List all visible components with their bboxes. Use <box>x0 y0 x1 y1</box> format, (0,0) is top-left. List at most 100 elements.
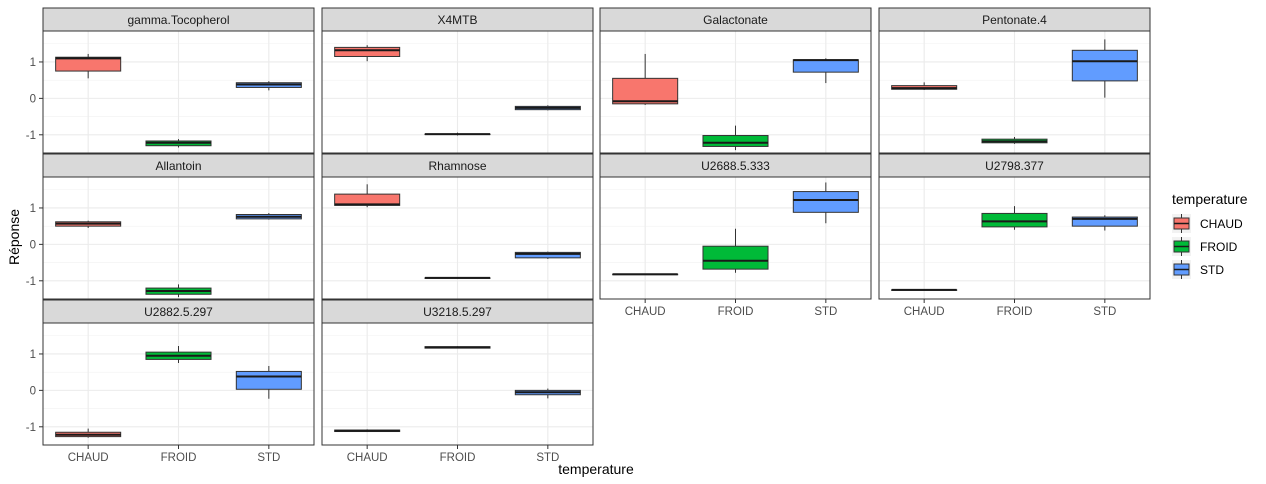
box-iqr <box>612 77 679 105</box>
box-pentonate-4-chaud <box>891 82 958 90</box>
panel-pentonate-4: Pentonate.4 <box>878 7 1151 154</box>
box-galactonate-froid <box>702 125 769 151</box>
box-u3218-5-297-froid <box>424 346 491 349</box>
x-tick-label-chaud: CHAUD <box>904 306 945 318</box>
strip-label-allantoin: Allantoin <box>155 159 201 173</box>
x-tick-label-chaud: CHAUD <box>625 306 666 318</box>
panel-u2688-5-333: U2688.5.333 <box>599 153 872 300</box>
legend: temperature CHAUD FROID STD <box>1172 191 1248 279</box>
x-tick-label-froid: FROID <box>718 306 754 318</box>
box-iqr <box>1071 49 1138 82</box>
legend-item-chaud: CHAUD <box>1172 214 1243 233</box>
box-u3218-5-297-chaud <box>334 429 401 433</box>
strip-label-u2882-5-297: U2882.5.297 <box>144 305 213 319</box>
box-iqr <box>981 212 1048 228</box>
panel-border-galactonate <box>599 30 872 154</box>
strip-label-gamma-tocopherol: gamma.Tocopherol <box>127 13 229 27</box>
box-rhamnose-std <box>514 251 581 259</box>
x-tick-label-std: STD <box>536 452 559 464</box>
box-gamma-tocopherol-froid <box>145 139 212 148</box>
panel-u2882-5-297: U2882.5.297 -1 0 1 <box>26 299 315 446</box>
box-galactonate-std <box>792 58 859 84</box>
box-allantoin-froid <box>145 284 212 298</box>
legend-label-froid: FROID <box>1200 240 1238 254</box>
x-tick-label-chaud: CHAUD <box>347 452 388 464</box>
y-tick-label: 0 <box>30 93 36 105</box>
strip-label-galactonate: Galactonate <box>703 13 768 27</box>
panel-border-gamma-tocopherol <box>42 30 315 154</box>
box-iqr <box>702 245 769 270</box>
panel-border-rhamnose <box>321 176 594 300</box>
box-rhamnose-froid <box>424 276 491 279</box>
x-tick-label-chaud: CHAUD <box>68 452 109 464</box>
strip-label-u2688-5-333: U2688.5.333 <box>701 159 770 173</box>
x-tick-labels: CHAUD FROID STD CHAUD FROID STD CHAUD FROID STD C… <box>68 299 1116 464</box>
y-tick-label: 1 <box>30 349 36 361</box>
x-tick-label-froid: FROID <box>997 306 1033 318</box>
x-tick-label-std: STD <box>1093 306 1116 318</box>
box-pentonate-4-froid <box>981 136 1048 144</box>
panel-u2798-377: U2798.377 <box>878 153 1151 300</box>
box-iqr <box>334 193 401 206</box>
box-iqr <box>55 56 122 72</box>
panel-border-allantoin <box>42 176 315 300</box>
panel-border-x4mtb <box>321 30 594 154</box>
box-u2882-5-297-froid <box>145 345 212 364</box>
box-u2798-377-froid <box>981 206 1048 230</box>
box-gamma-tocopherol-std <box>235 81 302 91</box>
legend-item-froid: FROID <box>1172 237 1238 256</box>
box-galactonate-chaud <box>612 53 679 105</box>
box-u3218-5-297-std <box>514 388 581 399</box>
box-u2798-377-chaud <box>891 288 958 291</box>
panels-layer: gamma.Tocopherol -1 0 1 X4MTB Galactonate Pent… <box>26 7 1151 446</box>
panel-rhamnose: Rhamnose <box>321 153 594 300</box>
strip-label-pentonate-4: Pentonate.4 <box>982 13 1047 27</box>
box-rhamnose-chaud <box>334 184 401 208</box>
box-iqr <box>792 191 859 213</box>
legend-label-chaud: CHAUD <box>1200 217 1243 231</box>
legend-title: temperature <box>1172 191 1248 207</box>
y-tick-label: -1 <box>26 422 36 434</box>
box-allantoin-chaud <box>55 220 122 228</box>
box-u2798-377-std <box>1071 215 1138 231</box>
box-iqr <box>235 370 302 390</box>
box-allantoin-std <box>235 213 302 220</box>
y-tick-label: 1 <box>30 203 36 215</box>
legend-item-std: STD <box>1172 260 1224 279</box>
x-tick-label-froid: FROID <box>161 452 197 464</box>
legend-entries: CHAUD FROID STD <box>1172 214 1243 279</box>
y-tick-label: 0 <box>30 239 36 251</box>
panel-allantoin: Allantoin -1 0 1 <box>26 153 315 300</box>
panel-x4mtb: X4MTB <box>321 7 594 154</box>
box-x4mtb-chaud <box>334 45 401 62</box>
box-u2882-5-297-std <box>235 365 302 399</box>
box-iqr <box>514 251 581 259</box>
box-x4mtb-std <box>514 105 581 111</box>
box-iqr <box>334 46 401 57</box>
box-x4mtb-froid <box>424 132 491 136</box>
strip-label-u3218-5-297: U3218.5.297 <box>423 305 492 319</box>
strip-label-x4mtb: X4MTB <box>437 13 477 27</box>
y-axis-title: Réponse <box>6 209 22 265</box>
panel-gamma-tocopherol: gamma.Tocopherol -1 0 1 <box>26 7 315 154</box>
box-u2688-5-333-froid <box>702 228 769 273</box>
x-tick-label-std: STD <box>814 306 837 318</box>
y-tick-label: 0 <box>30 385 36 397</box>
strip-label-u2798-377: U2798.377 <box>985 159 1044 173</box>
box-gamma-tocopherol-chaud <box>55 53 122 79</box>
box-u2882-5-297-chaud <box>55 428 122 438</box>
x-tick-label-froid: FROID <box>440 452 476 464</box>
box-u2688-5-333-std <box>792 182 859 224</box>
legend-label-std: STD <box>1200 263 1224 277</box>
panel-border-pentonate-4 <box>878 30 1151 154</box>
box-iqr <box>792 59 859 73</box>
y-tick-label: -1 <box>26 276 36 288</box>
panel-u3218-5-297: U3218.5.297 <box>321 299 594 446</box>
box-u2688-5-333-chaud <box>612 273 679 276</box>
panel-galactonate: Galactonate <box>599 7 872 154</box>
box-iqr <box>702 135 769 147</box>
x-axis-title: temperature <box>558 461 634 477</box>
y-tick-label: -1 <box>26 130 36 142</box>
box-pentonate-4-std <box>1071 39 1138 98</box>
